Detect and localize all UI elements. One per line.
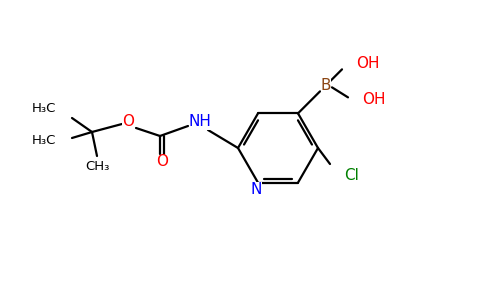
Text: O: O <box>122 115 134 130</box>
Text: N: N <box>250 182 262 197</box>
Text: B: B <box>321 78 331 93</box>
Text: Cl: Cl <box>344 169 359 184</box>
Text: H₃C: H₃C <box>31 101 56 115</box>
Text: CH₃: CH₃ <box>85 160 109 173</box>
Text: OH: OH <box>362 92 385 107</box>
Text: H₃C: H₃C <box>31 134 56 146</box>
Text: NH: NH <box>189 115 212 130</box>
Text: O: O <box>156 154 168 169</box>
Text: OH: OH <box>356 56 379 71</box>
